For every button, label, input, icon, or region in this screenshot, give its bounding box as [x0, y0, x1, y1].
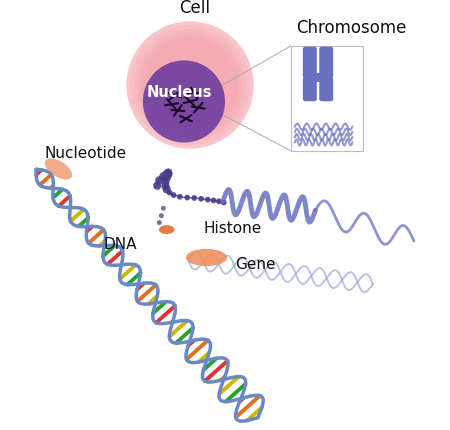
Circle shape [159, 173, 167, 181]
Circle shape [216, 199, 222, 205]
Circle shape [155, 177, 163, 185]
Circle shape [142, 37, 238, 134]
Circle shape [138, 34, 242, 138]
Circle shape [191, 196, 197, 201]
Circle shape [130, 26, 250, 145]
Circle shape [126, 22, 254, 149]
Text: Cell: Cell [179, 0, 210, 17]
Circle shape [184, 195, 190, 201]
Text: Nucleus: Nucleus [147, 85, 212, 99]
Circle shape [171, 193, 176, 199]
Circle shape [126, 22, 254, 149]
Circle shape [134, 30, 246, 142]
Circle shape [157, 221, 162, 226]
Text: Nucleotide: Nucleotide [44, 146, 126, 161]
Text: Histone: Histone [204, 221, 262, 236]
FancyBboxPatch shape [303, 48, 317, 79]
FancyBboxPatch shape [319, 77, 333, 102]
FancyBboxPatch shape [303, 77, 317, 102]
Circle shape [164, 169, 172, 177]
Circle shape [205, 197, 211, 203]
Circle shape [177, 194, 183, 200]
Circle shape [164, 171, 172, 179]
Ellipse shape [186, 249, 227, 267]
Text: Chromosome: Chromosome [296, 19, 406, 37]
Text: Gene: Gene [235, 257, 276, 271]
Circle shape [211, 198, 216, 204]
Text: DNA: DNA [104, 236, 137, 251]
FancyBboxPatch shape [309, 74, 328, 83]
Ellipse shape [159, 226, 175, 234]
Circle shape [198, 197, 204, 202]
Circle shape [162, 182, 170, 191]
Ellipse shape [45, 159, 72, 180]
FancyBboxPatch shape [319, 48, 333, 79]
Circle shape [162, 186, 171, 194]
Circle shape [166, 190, 172, 196]
Circle shape [162, 178, 170, 187]
Circle shape [162, 170, 171, 178]
Circle shape [162, 174, 171, 182]
Circle shape [159, 214, 164, 218]
Circle shape [221, 200, 227, 206]
Circle shape [143, 61, 225, 143]
Circle shape [153, 182, 162, 190]
Circle shape [161, 206, 166, 211]
Bar [291, 47, 363, 151]
